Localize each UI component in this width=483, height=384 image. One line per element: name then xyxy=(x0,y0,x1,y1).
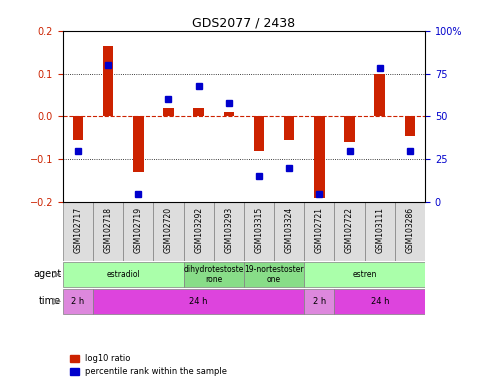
Text: agent: agent xyxy=(33,270,61,280)
Text: GSM102717: GSM102717 xyxy=(73,207,83,253)
Text: estradiol: estradiol xyxy=(106,270,140,279)
Bar xyxy=(193,108,204,116)
Bar xyxy=(254,116,264,151)
FancyBboxPatch shape xyxy=(334,289,425,313)
FancyBboxPatch shape xyxy=(304,289,334,313)
FancyBboxPatch shape xyxy=(63,262,184,286)
Text: 24 h: 24 h xyxy=(370,297,389,306)
FancyBboxPatch shape xyxy=(304,262,425,286)
Text: GSM103286: GSM103286 xyxy=(405,207,414,253)
Text: GSM103324: GSM103324 xyxy=(284,207,294,253)
Bar xyxy=(133,116,143,172)
FancyBboxPatch shape xyxy=(213,202,244,261)
FancyBboxPatch shape xyxy=(154,202,184,261)
Text: estren: estren xyxy=(353,270,377,279)
FancyBboxPatch shape xyxy=(274,202,304,261)
Bar xyxy=(314,116,325,198)
FancyBboxPatch shape xyxy=(244,202,274,261)
Text: GSM102719: GSM102719 xyxy=(134,207,143,253)
Bar xyxy=(103,46,114,116)
Text: GSM102720: GSM102720 xyxy=(164,207,173,253)
Bar xyxy=(72,116,83,140)
FancyBboxPatch shape xyxy=(334,202,365,261)
FancyBboxPatch shape xyxy=(63,289,93,313)
FancyBboxPatch shape xyxy=(395,202,425,261)
Text: GSM102722: GSM102722 xyxy=(345,207,354,253)
Text: 19-nortestoster
one: 19-nortestoster one xyxy=(244,265,304,284)
Text: 2 h: 2 h xyxy=(71,297,85,306)
Legend: log10 ratio, percentile rank within the sample: log10 ratio, percentile rank within the … xyxy=(67,351,230,380)
Text: 24 h: 24 h xyxy=(189,297,208,306)
Text: GSM103111: GSM103111 xyxy=(375,207,384,253)
Bar xyxy=(163,108,174,116)
FancyBboxPatch shape xyxy=(63,202,93,261)
Bar xyxy=(224,112,234,116)
Bar xyxy=(344,116,355,142)
Text: GSM102718: GSM102718 xyxy=(103,207,113,253)
FancyBboxPatch shape xyxy=(244,262,304,286)
FancyBboxPatch shape xyxy=(93,202,123,261)
FancyBboxPatch shape xyxy=(304,202,334,261)
Title: GDS2077 / 2438: GDS2077 / 2438 xyxy=(192,17,296,30)
Bar xyxy=(284,116,295,140)
Text: GSM102721: GSM102721 xyxy=(315,207,324,253)
Bar xyxy=(374,74,385,116)
FancyBboxPatch shape xyxy=(123,202,154,261)
Bar xyxy=(405,116,415,136)
Text: time: time xyxy=(39,296,61,306)
Text: GSM103315: GSM103315 xyxy=(255,207,264,253)
Text: 2 h: 2 h xyxy=(313,297,326,306)
FancyBboxPatch shape xyxy=(93,289,304,313)
Text: dihydrotestoste
rone: dihydrotestoste rone xyxy=(184,265,244,284)
Text: GSM103293: GSM103293 xyxy=(224,207,233,253)
FancyBboxPatch shape xyxy=(184,262,244,286)
FancyBboxPatch shape xyxy=(365,202,395,261)
Text: GSM103292: GSM103292 xyxy=(194,207,203,253)
FancyBboxPatch shape xyxy=(184,202,213,261)
